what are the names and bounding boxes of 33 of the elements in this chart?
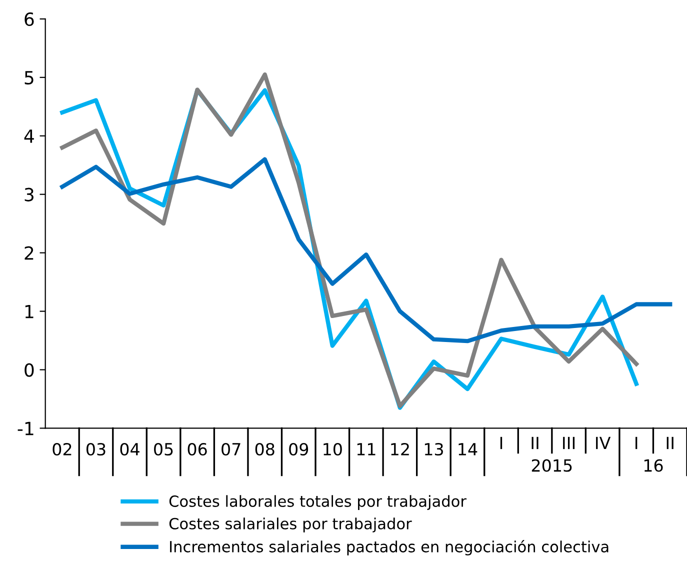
x-tick-label: 09 [289, 442, 308, 456]
x-tick-label: 03 [86, 442, 106, 456]
y-tick-label: 2 [24, 246, 34, 260]
x-tick-label: 07 [222, 442, 240, 456]
y-tick-label: 4 [24, 130, 34, 143]
x-tick-label: 04 [120, 442, 140, 456]
y-tick-label: 5 [24, 71, 34, 85]
line-series [60, 157, 672, 344]
x-tick-label: 02 [52, 442, 72, 456]
y-tick-label: 6 [24, 12, 34, 26]
y-tick-label: -1 [18, 422, 34, 436]
x-tick-label: 12 [391, 442, 409, 456]
legend-label: Costes salariales por trabajador [169, 518, 412, 532]
x-tick-label: IV [596, 436, 611, 450]
x-tick-label: II [532, 436, 538, 450]
x-tick-label: II [666, 436, 674, 450]
legend-label: Incrementos salariales pactados en negociación colectiva [170, 540, 608, 556]
y-tick-label: 1 [25, 304, 34, 318]
x-tick-label: 13 [424, 442, 443, 456]
legend-label: Costes laborales totales por trabajador [169, 495, 466, 510]
y-tick-label: 3 [24, 188, 34, 202]
x-tick-label: 05 [154, 442, 173, 456]
x-tick-label: 08 [255, 442, 274, 456]
text: 16 [644, 459, 663, 472]
x-tick-label: 11 [357, 443, 376, 456]
y-tick-label: 0 [24, 363, 34, 377]
x-tick-label: 10 [324, 442, 342, 456]
x-tick-label: I [636, 436, 638, 450]
x-tick-label: 14 [458, 443, 478, 456]
x-tick-label: I [500, 436, 502, 450]
x-tick-label: 06 [188, 442, 207, 456]
text: 2015 [532, 459, 572, 472]
x-tick-label: III [563, 436, 575, 450]
